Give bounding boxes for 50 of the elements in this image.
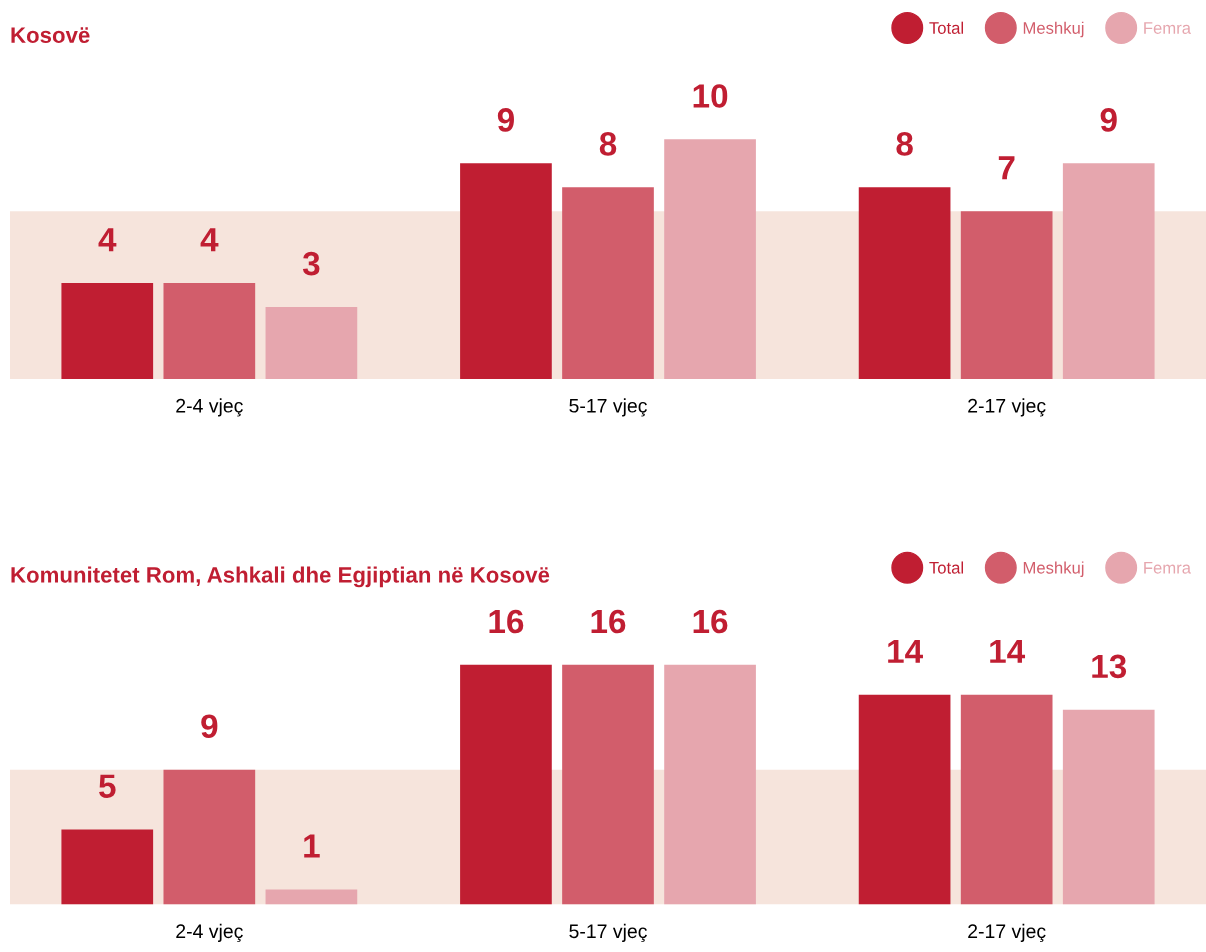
- x-tick-label: 2-17 vjeç: [968, 398, 1046, 417]
- x-tick-label: 5-17 vjeç: [569, 923, 647, 943]
- bar: [858, 694, 951, 905]
- bar: [1062, 709, 1155, 905]
- x-tick-label: 2-4 vjeç: [176, 923, 243, 943]
- bar: [265, 307, 358, 379]
- data-label: 8: [599, 132, 617, 156]
- data-label: 8: [896, 132, 913, 156]
- x-tick-label: 2-4 vjeç: [176, 398, 243, 417]
- x-tick-label: 2-17 vjeç: [968, 923, 1046, 943]
- data-label: 9: [1100, 108, 1117, 132]
- chart-title: Komunitetet Rom, Ashkali dhe Egjiptian në Kosovë: [11, 566, 550, 588]
- x-tick-label: 5-17 vjeç: [569, 398, 647, 417]
- bar: [265, 889, 358, 905]
- data-label: 9: [201, 714, 218, 739]
- bar: [562, 664, 654, 905]
- data-label: 5: [99, 774, 116, 798]
- data-label: 7: [998, 156, 1015, 180]
- chart-title: Kosovë: [11, 27, 90, 43]
- bar: [858, 187, 951, 379]
- bar: [460, 163, 552, 379]
- bar: [163, 283, 256, 379]
- bar: [61, 283, 154, 379]
- data-label: 9: [497, 108, 514, 132]
- data-label: 16: [693, 609, 728, 634]
- data-label: 3: [302, 251, 320, 276]
- bar: [460, 664, 552, 905]
- data-label: 4: [98, 228, 117, 252]
- data-label: 14: [888, 639, 923, 663]
- data-label: 13: [1092, 654, 1127, 679]
- bar: [562, 187, 654, 379]
- legend-label: Total: [929, 561, 964, 574]
- data-label: 16: [489, 609, 524, 634]
- bar: [1062, 163, 1155, 379]
- data-label: 14: [990, 639, 1026, 663]
- legend-label: Femra: [1144, 562, 1191, 574]
- bar: [664, 664, 756, 905]
- bar: [61, 829, 154, 905]
- bar: [664, 139, 756, 379]
- legend-label: Total: [929, 21, 964, 34]
- bar: [163, 769, 256, 905]
- data-label: 16: [591, 609, 626, 634]
- legend-label: Meshkuj: [1023, 21, 1084, 38]
- legend-label: Femra: [1144, 22, 1191, 34]
- data-label: 4: [200, 228, 219, 252]
- legend-label: Meshkuj: [1023, 561, 1084, 577]
- data-label: 1: [304, 834, 320, 858]
- data-label: 10: [693, 84, 728, 108]
- bar: [960, 211, 1053, 379]
- bar: [960, 694, 1053, 905]
